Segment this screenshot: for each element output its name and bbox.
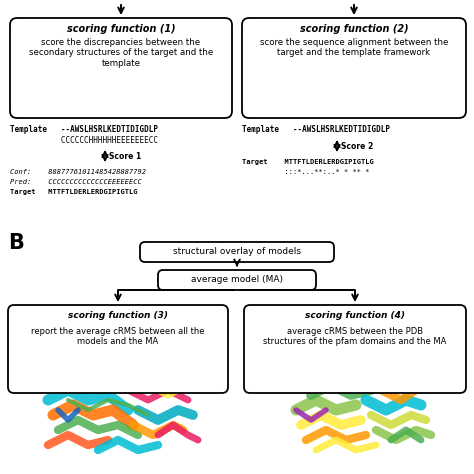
- Text: :::*...**:..* * ** *: :::*...**:..* * ** *: [242, 169, 370, 175]
- Text: Target    MTTFTLDERLERDGIPIGTLG: Target MTTFTLDERLERDGIPIGTLG: [242, 159, 374, 165]
- Text: score the discrepancies between the
secondary structures of the target and the
t: score the discrepancies between the seco…: [29, 38, 213, 68]
- Text: score the sequence alignment between the
target and the template framework: score the sequence alignment between the…: [260, 38, 448, 57]
- Text: scoring function (1): scoring function (1): [67, 24, 175, 34]
- Text: Pred:    CCCCCCCCCCCCCCEEEEEECC: Pred: CCCCCCCCCCCCCCEEEEEECC: [10, 179, 142, 185]
- FancyBboxPatch shape: [10, 18, 232, 118]
- Text: scoring function (3): scoring function (3): [68, 311, 168, 320]
- Text: average model (MA): average model (MA): [191, 275, 283, 284]
- Text: Score 2: Score 2: [341, 142, 373, 151]
- Text: Score 1: Score 1: [109, 152, 141, 161]
- Text: structural overlay of models: structural overlay of models: [173, 247, 301, 256]
- Text: average cRMS between the PDB
structures of the pfam domains and the MA: average cRMS between the PDB structures …: [264, 327, 447, 346]
- FancyBboxPatch shape: [242, 18, 466, 118]
- FancyBboxPatch shape: [158, 270, 316, 290]
- Text: Template   --AWSLHSRLKEDTIDIGDLP: Template --AWSLHSRLKEDTIDIGDLP: [242, 125, 390, 134]
- FancyBboxPatch shape: [8, 305, 228, 393]
- Text: Target   MTTFTLDERLERDGIPIGTLG: Target MTTFTLDERLERDGIPIGTLG: [10, 189, 137, 195]
- Text: scoring function (4): scoring function (4): [305, 311, 405, 320]
- Text: CCCCCCHHHHHHEEEEEEECC: CCCCCCHHHHHHEEEEEEECC: [10, 136, 158, 145]
- FancyBboxPatch shape: [140, 242, 334, 262]
- FancyBboxPatch shape: [244, 305, 466, 393]
- Text: report the average cRMS between all the
models and the MA: report the average cRMS between all the …: [31, 327, 205, 346]
- Text: scoring function (2): scoring function (2): [300, 24, 408, 34]
- Text: Conf:    88877761011485428887792: Conf: 88877761011485428887792: [10, 169, 146, 175]
- Text: Template   --AWSLHSRLKEDTIDIGDLP: Template --AWSLHSRLKEDTIDIGDLP: [10, 125, 158, 134]
- Text: B: B: [8, 233, 24, 253]
